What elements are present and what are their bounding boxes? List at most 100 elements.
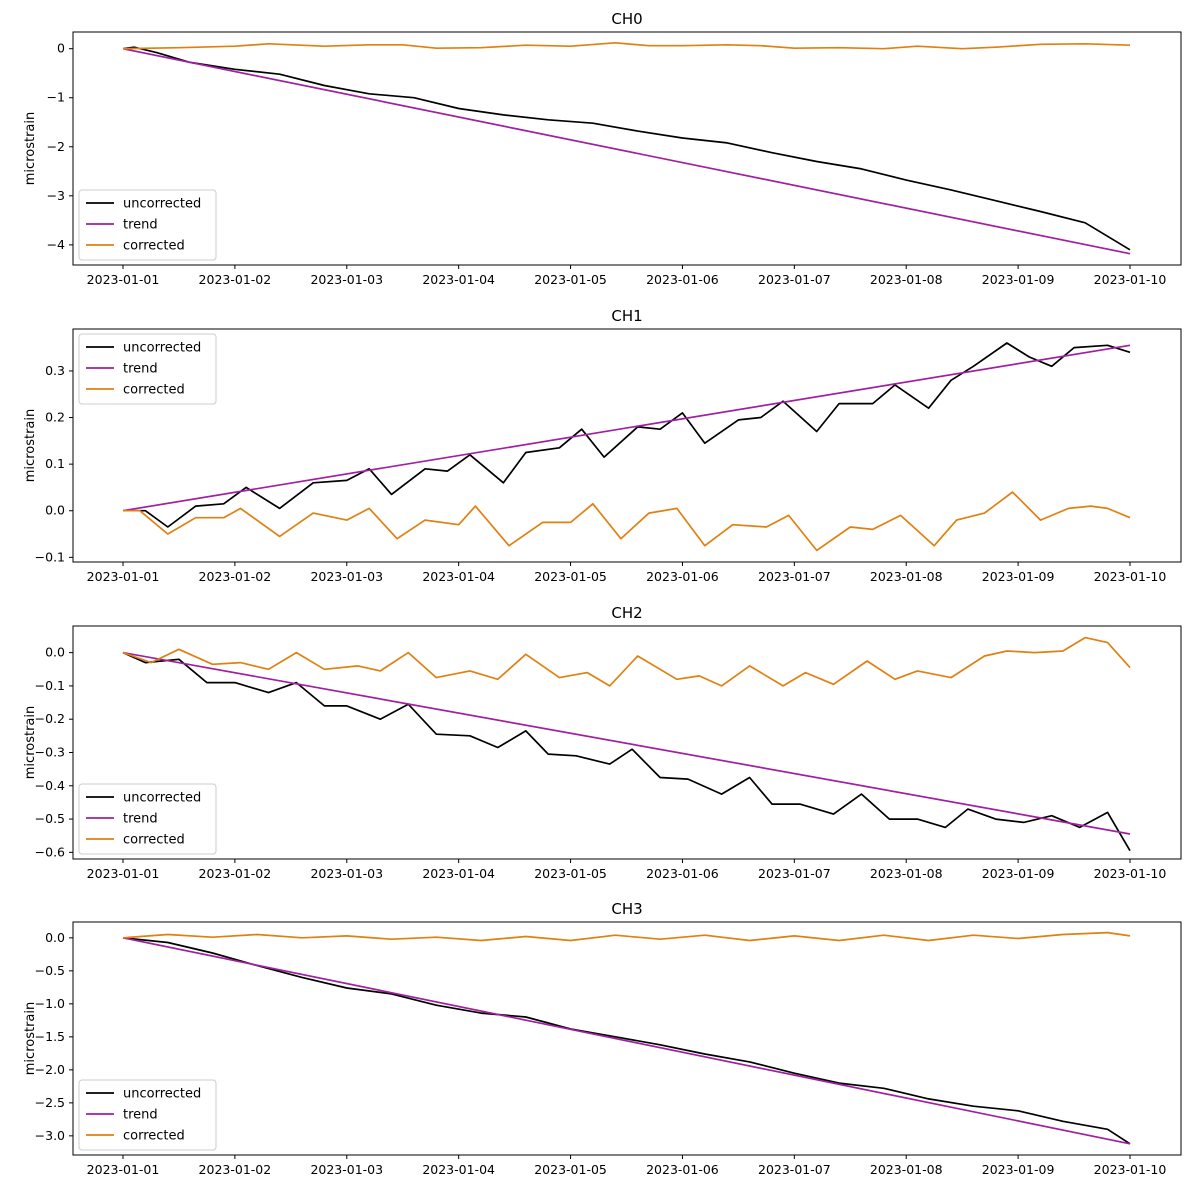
x-tick-label: 2023-01-10 [1094, 272, 1167, 287]
legend-box [78, 1079, 217, 1151]
y-tick-label: −1 [47, 90, 65, 105]
series-line-corrected [122, 636, 1131, 687]
series-group [122, 41, 1131, 255]
legend-label-trend: trend [123, 362, 158, 377]
y-tick-label: −2.5 [35, 1095, 65, 1110]
x-tick-label: 2023-01-04 [422, 866, 495, 881]
x-tick-label: 2023-01-06 [646, 866, 719, 881]
x-tick-label: 2023-01-02 [199, 272, 272, 287]
y-tick-label: −3.0 [35, 1128, 65, 1143]
chart-panel-1: CH1 microstrain −0.1 0.0 0.1 0.2 0.3 2023-01-01… [23, 307, 1182, 584]
legend-label-corrected: corrected [123, 383, 185, 398]
x-tick-label: 2023-01-07 [758, 272, 831, 287]
y-tick-label: −2 [47, 139, 65, 154]
x-tick-label: 2023-01-07 [758, 569, 831, 584]
y-axis-label: microstrain [23, 706, 38, 779]
axes-frame [72, 921, 1182, 1156]
legend-label-uncorrected: uncorrected [123, 197, 201, 212]
series-line-uncorrected [122, 651, 1131, 852]
x-tick-label: 2023-01-10 [1094, 1162, 1167, 1177]
x-tick-label: 2023-01-07 [758, 866, 831, 881]
legend: uncorrected trend corrected [78, 333, 217, 405]
series-line-trend [122, 936, 1131, 1145]
x-tick-label: 2023-01-03 [310, 272, 383, 287]
y-tick-label: −1.5 [35, 1029, 65, 1044]
legend-box [78, 333, 217, 405]
x-tick-label: 2023-01-01 [87, 569, 160, 584]
x-tick-label: 2023-01-03 [310, 569, 383, 584]
legend-label-corrected: corrected [123, 239, 185, 254]
x-tick-label: 2023-01-06 [646, 272, 719, 287]
series-group [122, 931, 1131, 1145]
axes-frame [72, 31, 1182, 266]
legend: uncorrected trend corrected [78, 189, 217, 261]
legend-box [78, 189, 217, 261]
chart-panel-0: CH0 microstrain 0 −1 −2 −3 −4 2023-01-01 2023-01… [23, 10, 1182, 287]
chart-title: CH3 [611, 900, 642, 918]
x-tick-label: 2023-01-08 [870, 569, 943, 584]
series-line-trend [122, 651, 1131, 835]
series-group [122, 342, 1131, 552]
chart-title: CH0 [611, 10, 642, 28]
y-tick-label: −0.2 [35, 711, 65, 726]
x-tick-label: 2023-01-03 [310, 866, 383, 881]
x-tick-label: 2023-01-05 [534, 272, 607, 287]
y-tick-label: −4 [47, 237, 65, 252]
legend-label-uncorrected: uncorrected [123, 791, 201, 806]
y-tick-label: 0.2 [45, 410, 65, 425]
y-tick-label: 0 [57, 41, 65, 56]
y-tick-label: 0.0 [45, 503, 65, 518]
x-tick-label: 2023-01-02 [199, 569, 272, 584]
x-tick-label: 2023-01-07 [758, 1162, 831, 1177]
x-tick-label: 2023-01-03 [310, 1162, 383, 1177]
x-tick-label: 2023-01-04 [422, 569, 495, 584]
y-tick-label: −0.5 [35, 811, 65, 826]
y-tick-label: 0.3 [45, 363, 65, 378]
legend-label-corrected: corrected [123, 833, 185, 848]
series-line-trend [122, 344, 1131, 512]
x-tick-label: 2023-01-09 [982, 866, 1055, 881]
x-tick-label: 2023-01-05 [534, 866, 607, 881]
y-axis-label: microstrain [23, 409, 38, 482]
x-tick-label: 2023-01-02 [199, 1162, 272, 1177]
chart-title: CH1 [611, 307, 642, 325]
chart-panel-2: CH2 microstrain 0.0 −0.1 −0.2 −0.3 −0.4 −0.5 −0.… [23, 604, 1182, 881]
y-axis-label: microstrain [23, 1002, 38, 1075]
series-line-uncorrected [122, 936, 1131, 1145]
y-tick-label: −1.0 [35, 996, 65, 1011]
axes-frame [72, 328, 1182, 563]
series-line-corrected [123, 491, 1131, 552]
x-tick-label: 2023-01-06 [646, 1162, 719, 1177]
legend: uncorrected trend corrected [78, 1079, 217, 1151]
series-line-corrected [122, 931, 1131, 942]
x-tick-label: 2023-01-05 [534, 569, 607, 584]
x-tick-label: 2023-01-01 [87, 1162, 160, 1177]
series-line-trend [122, 47, 1131, 255]
x-tick-label: 2023-01-09 [982, 569, 1055, 584]
series-line-uncorrected [122, 46, 1131, 251]
y-tick-label: −0.4 [35, 778, 65, 793]
x-tick-label: 2023-01-02 [199, 866, 272, 881]
legend: uncorrected trend corrected [78, 783, 217, 855]
legend-label-uncorrected: uncorrected [123, 341, 201, 356]
x-tick-label: 2023-01-01 [87, 272, 160, 287]
legend-label-trend: trend [123, 1108, 158, 1123]
y-tick-label: −2.0 [35, 1062, 65, 1077]
x-tick-label: 2023-01-08 [870, 866, 943, 881]
x-tick-label: 2023-01-04 [422, 272, 495, 287]
x-tick-label: 2023-01-10 [1094, 569, 1167, 584]
y-tick-label: 0.0 [45, 930, 65, 945]
y-tick-label: 0.1 [45, 456, 65, 471]
legend-label-corrected: corrected [123, 1129, 185, 1144]
y-tick-label: −0.5 [35, 963, 65, 978]
x-tick-label: 2023-01-08 [870, 272, 943, 287]
y-tick-label: −0.3 [35, 744, 65, 759]
series-group [122, 636, 1131, 852]
legend-box [78, 783, 217, 855]
legend-label-trend: trend [123, 812, 158, 827]
chart-title: CH2 [611, 604, 642, 622]
y-tick-label: −3 [47, 188, 65, 203]
axes-frame [72, 625, 1182, 860]
x-tick-label: 2023-01-05 [534, 1162, 607, 1177]
